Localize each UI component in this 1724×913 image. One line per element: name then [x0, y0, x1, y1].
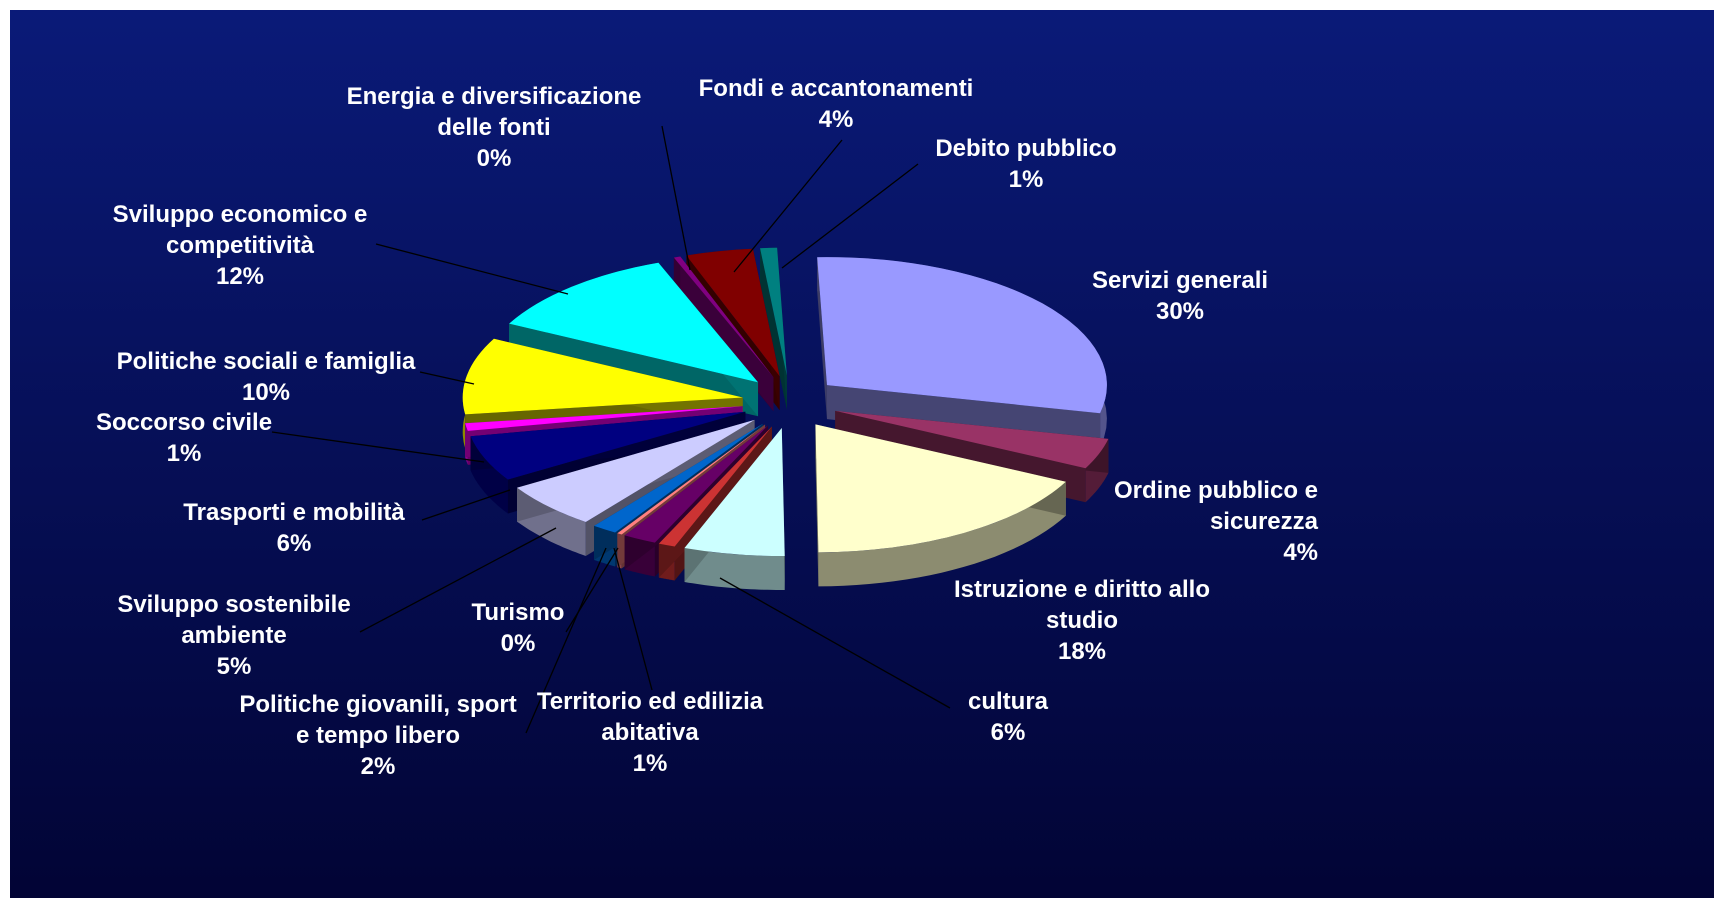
slice-label-line: competitività: [166, 232, 315, 259]
slice-percent: 0%: [477, 145, 512, 172]
slice-percent: 30%: [1156, 298, 1204, 325]
slice-label-line: delle fonti: [437, 114, 550, 141]
slice-label-line: Fondi e accantonamenti: [699, 75, 974, 102]
pie-slice-3: [815, 424, 1066, 587]
slice-label-line: Territorio ed edilizia: [537, 688, 764, 715]
slice-label-line: Debito pubblico: [935, 135, 1116, 162]
slice-label-line: studio: [1046, 607, 1118, 634]
slice-label-line: e tempo libero: [296, 722, 460, 749]
slice-label-6: Politiche giovanili, sport e tempo libero…: [239, 691, 516, 780]
leader-line-11: [419, 371, 475, 385]
slice-label-2: Ordine pubblico e sicurezza 4%: [1114, 477, 1319, 566]
slice-label-7: Turismo 0%: [472, 599, 565, 657]
slice-label-3: Istruzione e diritto allo studio 18%: [954, 576, 1210, 665]
slice-label-13: Energia e diversificazione delle fonti 0%: [347, 83, 642, 172]
slice-label-line: Soccorso civile: [96, 409, 272, 436]
slice-percent: 12%: [216, 263, 264, 290]
slice-percent: 4%: [1283, 539, 1318, 566]
leader-line-10: [271, 431, 485, 463]
slice-label-line: Sviluppo economico e: [113, 201, 368, 228]
slice-percent: 1%: [167, 440, 202, 467]
slice-label-8: Sviluppo sostenibile ambiente 5%: [117, 591, 350, 680]
slice-label-line: Turismo: [472, 599, 565, 626]
slice-label-line: Servizi generali: [1092, 267, 1268, 294]
leader-line-13: [661, 125, 691, 271]
leader-line-6: [525, 547, 607, 734]
slice-label-line: Energia e diversificazione: [347, 83, 642, 110]
slice-percent: 5%: [217, 653, 252, 680]
leader-line-5: [613, 547, 653, 691]
slice-percent: 18%: [1058, 638, 1106, 665]
slice-percent: 1%: [633, 750, 668, 777]
slice-label-line: Ordine pubblico e: [1114, 477, 1318, 504]
slice-label-line: abitativa: [601, 719, 699, 746]
slice-label-line: sicurezza: [1210, 508, 1319, 535]
leader-line-7: [565, 547, 619, 633]
leader-line-4: [719, 577, 951, 709]
leader-line-12: [375, 243, 569, 295]
slice-label-line: Sviluppo sostenibile: [117, 591, 350, 618]
slice-label-15: Debito pubblico 1%: [935, 135, 1116, 193]
slice-label-12: Sviluppo economico e competitività 12%: [113, 201, 368, 290]
slice-percent: 4%: [819, 106, 854, 133]
slice-label-line: cultura: [968, 688, 1049, 715]
leader-line-9: [421, 489, 511, 521]
slice-label-line: Politiche sociali e famiglia: [117, 348, 416, 375]
pie-slice-4: [684, 428, 785, 591]
slice-percent: 1%: [1009, 166, 1044, 193]
slice-label-10: Soccorso civile 1%: [96, 409, 272, 467]
slice-percent: 2%: [361, 753, 396, 780]
slice-label-9: Trasporti e mobilità 6%: [183, 499, 405, 557]
slice-labels: Servizi generali 30% Ordine pubblico e sicu…: [96, 75, 1319, 780]
slice-label-line: Politiche giovanili, sport: [239, 691, 516, 718]
slice-label-5: Territorio ed edilizia abitativa 1%: [537, 688, 764, 777]
pie-slices: [462, 247, 1109, 591]
leader-line-15: [781, 163, 919, 269]
slice-percent: 0%: [501, 630, 536, 657]
slice-label-line: Trasporti e mobilità: [183, 499, 405, 526]
pie-slice-16: [760, 247, 787, 410]
slice-percent: 10%: [242, 379, 290, 406]
slice-percent: 6%: [277, 530, 312, 557]
slice-label-11: Politiche sociali e famiglia 10%: [117, 348, 416, 406]
slice-label-14: Fondi e accantonamenti 4%: [699, 75, 974, 133]
slice-label-1: Servizi generali 30%: [1092, 267, 1268, 325]
slice-label-4: cultura 6%: [968, 688, 1049, 746]
slice-percent: 6%: [991, 719, 1026, 746]
leader-line-14: [733, 139, 843, 273]
leader-line-8: [359, 527, 557, 633]
slice-label-line: Istruzione e diritto allo: [954, 576, 1210, 603]
slice-label-line: ambiente: [181, 622, 286, 649]
leader-lines: [271, 125, 951, 734]
